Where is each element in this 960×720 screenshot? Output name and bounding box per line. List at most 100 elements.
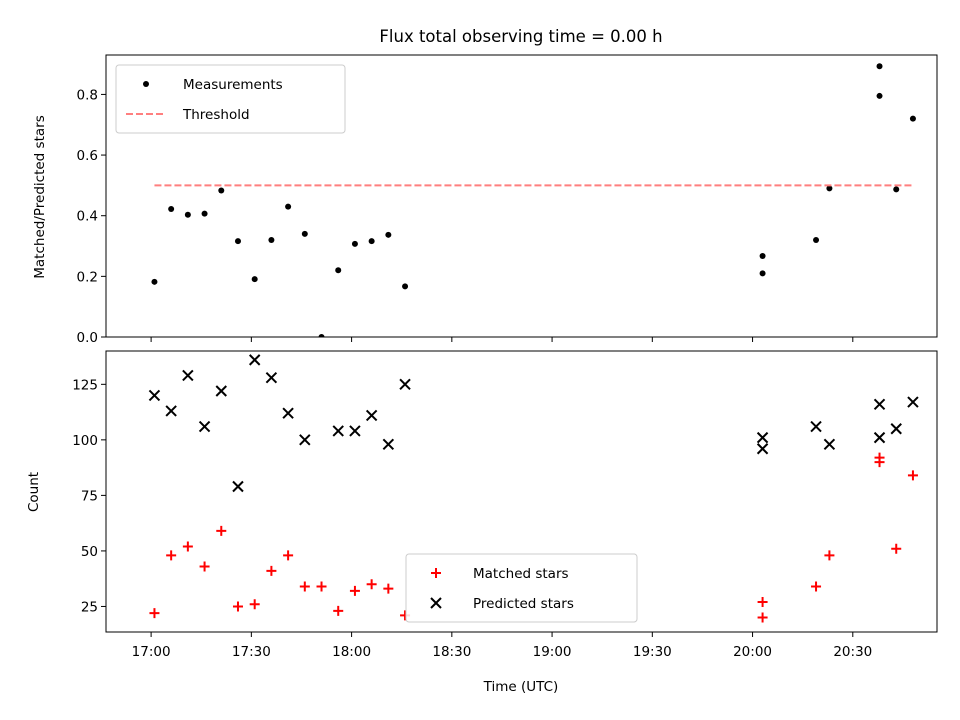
legend-marker-x [430,597,442,609]
x-tick-label: 18:00 [332,644,371,660]
measurement-point [876,92,883,99]
x-tick-label: 19:00 [533,644,572,660]
matched-star-point [182,541,193,552]
matched-star-point [824,550,835,561]
y-tick-label: 0.8 [77,87,98,103]
y-tick-label: 0.2 [77,269,98,285]
predicted-star-point [823,438,836,451]
measurement-point [251,276,258,283]
matched-star-point [874,457,885,468]
predicted-star-point [282,407,294,419]
measurement-point [385,231,392,238]
predicted-star-point [215,385,227,397]
x-tick-label: 17:00 [132,644,171,660]
measurement-point [893,186,900,193]
legend-marker-dot [143,81,149,87]
legend-label: Threshold [182,107,250,123]
matched-star-point [811,581,822,592]
matched-star-point [383,583,394,594]
predicted-star-point [182,369,194,382]
x-tick-label: 20:30 [833,644,872,660]
measurement-point [826,185,833,192]
measurement-point [234,238,241,245]
predicted-star-point [198,420,211,433]
predicted-star-point [810,420,822,433]
matched-star-point [366,579,377,590]
top-y-axis-label: Matched/Predicted stars [32,115,48,278]
legend-marker-plus [431,568,441,578]
bottom-panel: 25 50 75 100 125 17:00 17:30 18:00 18:30 19:00 19:… [72,350,938,660]
predicted-star-point [248,354,261,366]
measurement-point [351,240,358,247]
predicted-star-point [873,398,886,411]
predicted-star-point [873,431,886,444]
x-tick-label: 20:00 [733,644,772,660]
x-tick-label: 17:30 [232,644,271,660]
top-panel: 0.0 0.2 0.4 0.6 0.8 [77,54,938,346]
predicted-star-point [907,396,919,408]
measurement-point [168,206,175,213]
y-tick-label: 100 [72,433,98,449]
matched-star-point [266,565,277,576]
predicted-star-point [756,431,769,444]
measurement-point [368,238,375,245]
matched-star-point [232,601,243,612]
predicted-star-point [890,423,902,435]
measurement-point [813,236,820,243]
plot-area [148,354,919,623]
measurement-point [759,253,766,260]
matched-star-point [149,608,160,619]
y-tick-label: 125 [72,377,98,393]
predicted-star-point [299,434,311,446]
legend-label: Matched stars [473,566,569,582]
measurement-point [201,210,208,217]
predicted-star-point [756,443,769,455]
matched-star-point [299,581,310,592]
measurement-point [151,278,158,285]
predicted-star-point [332,425,344,437]
measurement-point [285,203,292,210]
measurement-point [876,63,883,70]
predicted-star-point [365,409,378,422]
matched-star-point [757,597,768,608]
bottom-legend: Matched stars Predicted stars [405,553,638,623]
measurement-point [335,267,342,274]
legend-box [115,64,346,134]
predicted-star-point [349,425,361,437]
y-tick-label: 75 [81,488,98,504]
matched-star-point [891,543,902,554]
x-tick-label: 18:30 [432,644,471,660]
matched-star-point [283,550,294,561]
predicted-star-point [382,438,395,451]
matched-star-point [249,599,260,610]
matched-star-point [316,581,327,592]
measurement-point [184,211,191,218]
measurement-point [318,334,325,337]
plot-area [151,63,916,337]
matched-star-point [166,550,177,561]
predicted-star-point [148,389,161,402]
matched-star-point [216,525,227,536]
y-tick-label: 0.0 [77,330,98,346]
legend-label: Predicted stars [473,596,574,612]
top-legend: Measurements Threshold [115,64,346,134]
y-tick-label: 0.4 [77,209,98,225]
measurement-point [909,115,916,122]
measurement-point [218,187,225,194]
measurement-point [268,236,275,243]
chart-title: Flux total observing time = 0.00 h [379,27,662,46]
measurement-point [402,283,409,290]
matched-star-point [757,612,768,623]
predicted-star-point [165,405,177,417]
y-tick-label: 50 [81,544,98,560]
x-tick-label: 19:30 [633,644,672,660]
x-axis-label: Time (UTC) [483,679,559,695]
measurement-point [301,230,308,237]
y-tick-label: 0.6 [77,148,98,164]
matched-star-point [349,585,360,596]
y-tick-label: 25 [81,599,98,615]
legend-label: Measurements [183,77,283,93]
bottom-y-axis-label: Count [26,472,42,512]
axes-frame [105,54,938,338]
